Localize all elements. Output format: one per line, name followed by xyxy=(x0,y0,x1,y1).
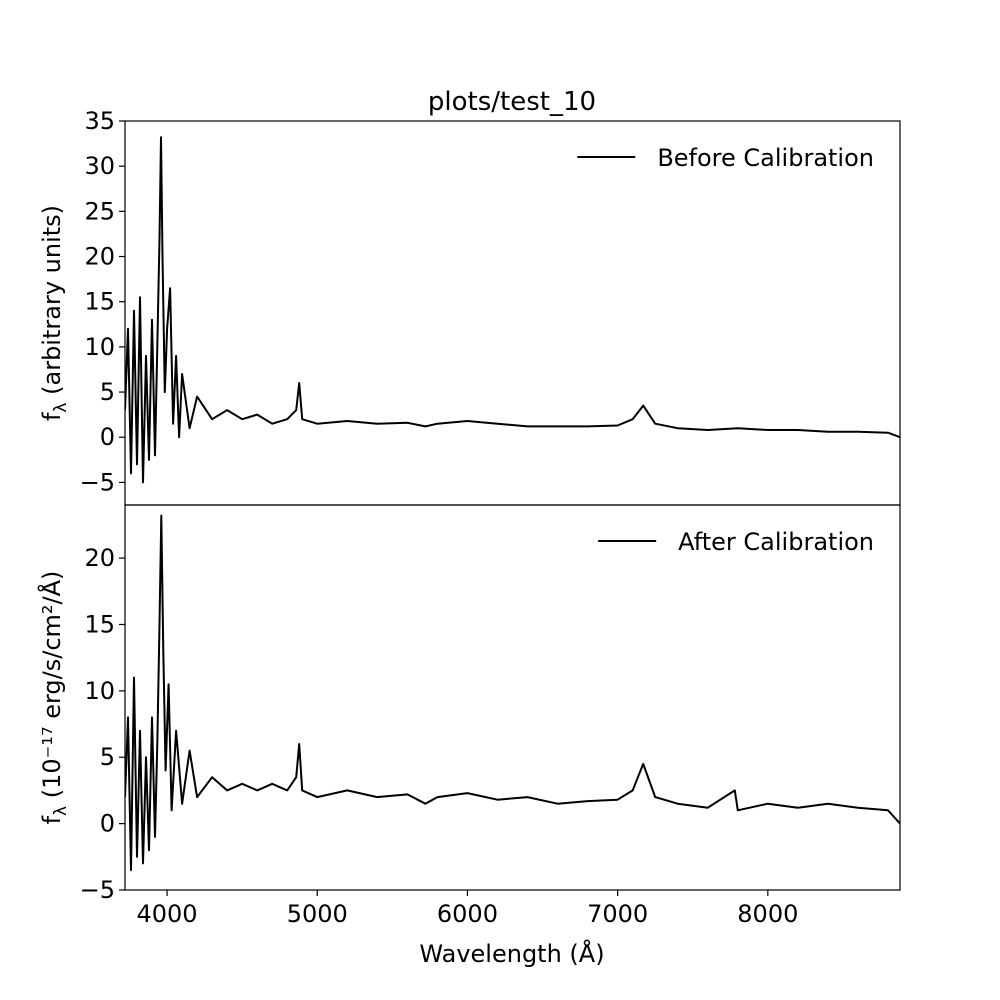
y-axis-label: fλ (arbitrary units) xyxy=(38,205,71,421)
plot-frame xyxy=(124,504,901,891)
y-tick-label: 15 xyxy=(84,610,115,638)
y-tick-label: 10 xyxy=(84,677,115,705)
figure-title: plots/test_10 xyxy=(428,87,596,117)
y-tick-label: 25 xyxy=(84,197,115,225)
x-tick-label: 4000 xyxy=(137,900,198,928)
plot-frame xyxy=(124,120,901,506)
y-tick-label: 5 xyxy=(100,378,115,406)
legend-label: After Calibration xyxy=(678,528,874,556)
y-tick-label: 30 xyxy=(84,152,115,180)
x-axis-label: Wavelength (Å) xyxy=(419,939,604,968)
x-tick-label: 8000 xyxy=(737,900,798,928)
y-tick-label: 20 xyxy=(84,243,115,271)
y-tick-label: 20 xyxy=(84,544,115,572)
series-line-1-0 xyxy=(125,514,900,872)
x-tick-label: 7000 xyxy=(587,900,648,928)
y-tick-label: 15 xyxy=(84,288,115,316)
bottom-panel: −5 0 5 10 15 20 4000 5000 6000 7000 8000 fλ (10⁻¹⁷ … xyxy=(37,504,901,928)
x-tick-label: 6000 xyxy=(437,900,498,928)
top-panel: −5 0 5 10 15 20 25 30 35 fλ (arbitrary units) Befo… xyxy=(38,107,901,506)
y-tick-label: 5 xyxy=(100,743,115,771)
y-tick-label: 35 xyxy=(84,107,115,135)
y-tick-label: 0 xyxy=(100,423,115,451)
y-tick-label: −5 xyxy=(80,468,115,496)
y-tick-label: 10 xyxy=(84,333,115,361)
series-line-0-0 xyxy=(125,136,900,484)
y-axis-label: fλ (10⁻¹⁷ erg/s/cm²/Å) xyxy=(37,571,71,825)
y-tick-label: −5 xyxy=(80,876,115,904)
legend-label: Before Calibration xyxy=(657,144,874,172)
y-tick-label: 0 xyxy=(100,810,115,838)
x-tick-label: 5000 xyxy=(287,900,348,928)
